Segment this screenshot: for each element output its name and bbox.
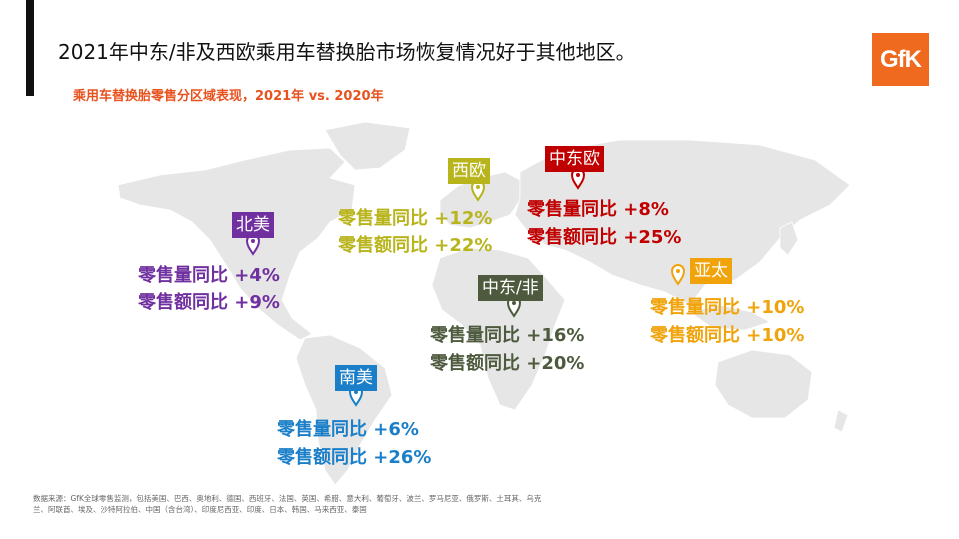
stat-western-europe-volume: 零售量同比 +12% [338,208,493,229]
se-asia-shape [689,304,772,331]
pin-dot-middle-east-africa [512,301,516,305]
stat-south-america-value: 零售额同比 +26% [277,447,432,468]
pin-dot-south-america [354,390,358,394]
stat-south-america-volume: 零售量同比 +6% [277,419,419,440]
stat-asia-pacific-volume: 零售量同比 +10% [650,297,805,318]
region-label-north-america: 北美 [232,212,274,238]
region-label-middle-east-africa: 中东/非 [478,275,543,301]
accent-bar [26,0,34,96]
new-zealand-shape [833,409,849,433]
stat-middle-east-africa-volume: 零售量同比 +16% [430,325,585,346]
north-america-shape [117,147,356,341]
pin-dot-asia-pacific [676,269,680,273]
page-title: 2021年中东/非及西欧乘用车替换胎市场恢复情况好于其他地区。 [58,40,636,64]
greenland-shape [324,121,411,171]
region-label-asia-pacific: 亚太 [690,258,732,284]
pin-dot-central-eastern-europe [576,173,580,177]
pin-dot-north-america [251,239,255,243]
stat-central-eastern-europe-value: 零售额同比 +25% [527,227,682,248]
region-label-western-europe: 西欧 [448,158,490,184]
stat-middle-east-africa-value: 零售额同比 +20% [430,353,585,374]
gfk-logo: GfK [872,33,929,86]
pin-dot-western-europe [476,185,480,189]
source-footnote: 数据来源：GfK全球零售监测，包括美国、巴西、奥地利、德国、西班牙、法国、英国、… [33,494,542,514]
japan-shape [779,221,799,256]
pin-icon-asia-pacific [670,264,686,286]
region-label-central-eastern-europe: 中东欧 [545,146,604,172]
australia-shape [714,349,813,419]
region-label-south-america: 南美 [335,365,377,391]
stat-asia-pacific-value: 零售额同比 +10% [650,325,805,346]
stat-north-america-volume: 零售量同比 +4% [138,265,280,286]
stat-central-eastern-europe-volume: 零售量同比 +8% [527,199,669,220]
chart-subtitle: 乘用车替换胎零售分区域表现，2021年 vs. 2020年 [73,89,384,104]
stat-western-europe-value: 零售额同比 +22% [338,235,493,256]
stat-north-america-value: 零售额同比 +9% [138,292,280,313]
